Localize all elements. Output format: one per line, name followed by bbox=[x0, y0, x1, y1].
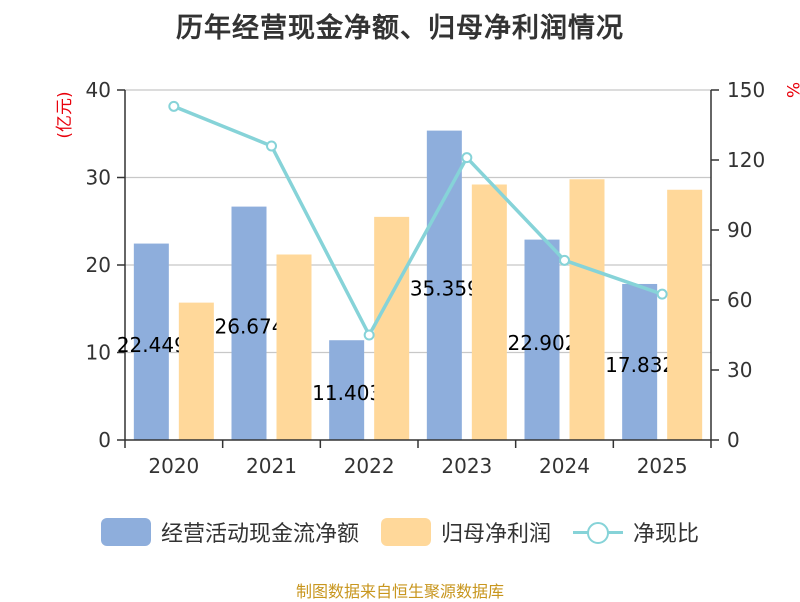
x-axis-tick-label: 2021 bbox=[246, 454, 297, 478]
line-ratio-point bbox=[168, 100, 180, 112]
bar-cashflow bbox=[231, 206, 267, 440]
legend-item-net-profit[interactable]: 归母净利润 bbox=[380, 516, 551, 548]
x-axis-tick-label: 2023 bbox=[441, 454, 492, 478]
x-axis-tick-label: 2022 bbox=[344, 454, 395, 478]
bars-group bbox=[133, 130, 703, 440]
x-axis-tick-label: 2024 bbox=[539, 454, 590, 478]
right-axis-unit: % bbox=[782, 82, 800, 98]
bar-net-profit bbox=[276, 254, 312, 440]
data-source-note: 制图数据来自恒生聚源数据库 bbox=[295, 582, 504, 601]
x-axis-tick-label: 2020 bbox=[148, 454, 199, 478]
line-series-group bbox=[168, 100, 668, 341]
data-label-cashflow: 22.902 bbox=[508, 331, 578, 355]
line-ratio-point bbox=[559, 254, 570, 266]
legend-item-ratio[interactable]: 净现比 bbox=[573, 516, 699, 548]
right-axis-tick-label: 120 bbox=[727, 148, 765, 172]
grid-lines bbox=[125, 89, 711, 354]
axes-group: 0 10 20 30 40 0 30 60 90 120 150 2020 2021 2022 2023 20… bbox=[55, 78, 800, 478]
bar-net-profit bbox=[569, 179, 605, 440]
bar-cashflow bbox=[133, 243, 169, 440]
data-label-cashflow: 35.359 bbox=[410, 276, 480, 300]
chart-title: 历年经营现金净额、归母净利润情况 bbox=[176, 13, 624, 44]
legend-swatch-net-profit bbox=[380, 518, 431, 546]
legend: 经营活动现金流净额 归母净利润 净现比 bbox=[0, 516, 800, 548]
data-label-cashflow: 22.449 bbox=[117, 333, 187, 357]
legend-swatch-cashflow bbox=[100, 518, 151, 546]
line-ratio-point bbox=[363, 329, 375, 341]
data-label-cashflow: 26.674 bbox=[215, 314, 285, 338]
data-label-cashflow: 17.832 bbox=[605, 353, 675, 377]
legend-swatch-ratio bbox=[573, 518, 623, 546]
bar-net-profit bbox=[667, 189, 703, 440]
bar-cashflow bbox=[524, 239, 560, 440]
right-axis-tick-label: 60 bbox=[727, 288, 752, 312]
right-axis-tick-label: 30 bbox=[727, 358, 752, 382]
line-ratio-point bbox=[461, 152, 473, 164]
legend-item-cashflow[interactable]: 经营活动现金流净额 bbox=[100, 516, 359, 548]
right-axis-tick-label: 0 bbox=[727, 428, 740, 452]
left-axis-tick-label: 0 bbox=[98, 428, 111, 452]
left-axis-tick-label: 10 bbox=[86, 341, 111, 365]
data-label-cashflow: 11.403 bbox=[312, 381, 382, 405]
left-axis-tick-label: 20 bbox=[86, 253, 111, 277]
right-axis-tick-label: 90 bbox=[727, 218, 752, 242]
bar-cashflow bbox=[329, 340, 365, 440]
x-axis-tick-label: 2025 bbox=[637, 454, 688, 478]
left-axis-tick-label: 40 bbox=[86, 78, 111, 102]
bar-net-profit bbox=[471, 184, 507, 440]
line-ratio-point bbox=[656, 288, 668, 300]
bar-cashflow bbox=[622, 283, 658, 440]
line-ratio-point bbox=[266, 140, 277, 152]
line-ratio bbox=[173, 104, 663, 337]
bar-cashflow bbox=[426, 130, 462, 440]
left-axis-unit: (亿元) bbox=[55, 91, 75, 138]
bar-net-profit bbox=[374, 216, 410, 440]
legend-label-cashflow: 经营活动现金流净额 bbox=[160, 522, 359, 547]
data-labels-group: 22.449 26.674 11.403 35.359 22.902 17.832 bbox=[117, 276, 675, 405]
legend-label-ratio: 净现比 bbox=[633, 522, 700, 547]
bar-net-profit bbox=[178, 302, 214, 440]
legend-label-net-profit: 归母净利润 bbox=[440, 522, 551, 547]
left-axis-tick-label: 30 bbox=[86, 166, 111, 190]
right-axis-tick-label: 150 bbox=[727, 78, 765, 102]
